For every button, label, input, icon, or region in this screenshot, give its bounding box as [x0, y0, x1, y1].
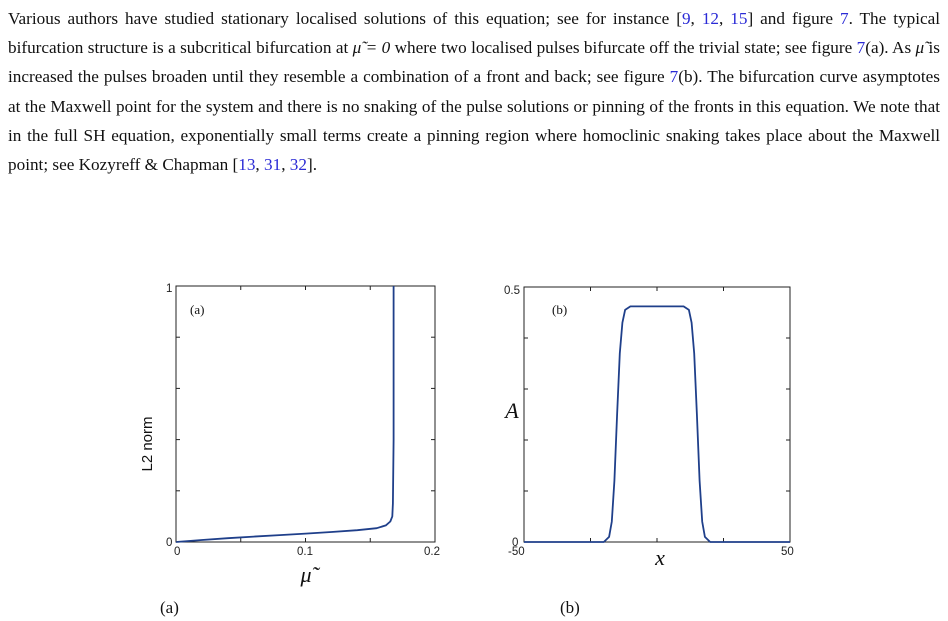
figure-panel-a: (a) 1 0 0 0.1 0.2 L2 norm μ̃ [139, 283, 440, 587]
plot-frame [523, 286, 791, 543]
y-axis-title: A [503, 398, 519, 423]
caption-label-b: (b) [560, 598, 580, 617]
text-run: , [255, 155, 264, 175]
x-tick-label: 0.2 [424, 546, 440, 558]
text-run: where two localised pulses bifurcate off… [390, 38, 857, 58]
tick-marks [523, 286, 791, 543]
citation-link[interactable]: 32 [289, 155, 307, 175]
math-inline: μ̃ = 0 [352, 38, 391, 58]
pulse-profile-curve [524, 305, 790, 543]
bifurcation-curve [175, 286, 395, 543]
text-run: ] and figure [747, 9, 840, 28]
caption-label-a: (a) [160, 598, 179, 617]
text-run: , [281, 155, 290, 175]
text-run: is increased the pulses broaden until th… [8, 38, 940, 87]
x-tick-label: -50 [508, 546, 525, 558]
text-run: (a). As [865, 38, 916, 58]
text-run: ]. [306, 155, 317, 175]
tick-marks [175, 285, 436, 543]
text-run: (b). The bifurcation curve asymptotes at… [8, 67, 940, 175]
x-axis-title: x [654, 545, 665, 570]
text-run: , [719, 9, 731, 28]
text-run: Various authors have studied stationary … [8, 9, 682, 28]
citation-link[interactable]: 12 [701, 9, 720, 28]
citation-link[interactable]: 9 [681, 9, 691, 28]
y-tick-label: 0.5 [504, 285, 520, 297]
x-axis-title: μ̃ [299, 562, 320, 587]
text-run: , [690, 9, 702, 28]
y-tick-label: 0 [166, 537, 172, 549]
body-paragraph: Various authors have studied stationary … [8, 4, 940, 179]
figure-link[interactable]: 7 [840, 9, 849, 28]
figure-panel-b: (b) 0.5 0 -50 50 A x [503, 285, 794, 570]
y-tick-label: 0 [512, 537, 518, 549]
plot-frame [175, 285, 436, 543]
panel-label: (a) [190, 302, 204, 317]
panel-label: (b) [552, 302, 567, 317]
citation-link[interactable]: 15 [730, 9, 748, 28]
x-tick-label: 0.1 [297, 546, 313, 558]
math-inline: μ̃ [915, 38, 925, 58]
text-run: . The typical bifurcation structure is a… [8, 9, 941, 58]
figure-link[interactable]: 7 [856, 38, 866, 58]
x-tick-label: 50 [781, 546, 794, 558]
y-tick-label: 1 [166, 283, 172, 295]
citation-link[interactable]: 31 [264, 155, 282, 175]
y-axis-title: L2 norm [139, 416, 156, 471]
figure-link[interactable]: 7 [669, 67, 679, 87]
citation-link[interactable]: 13 [238, 155, 256, 175]
x-tick-label: 0 [174, 546, 180, 558]
